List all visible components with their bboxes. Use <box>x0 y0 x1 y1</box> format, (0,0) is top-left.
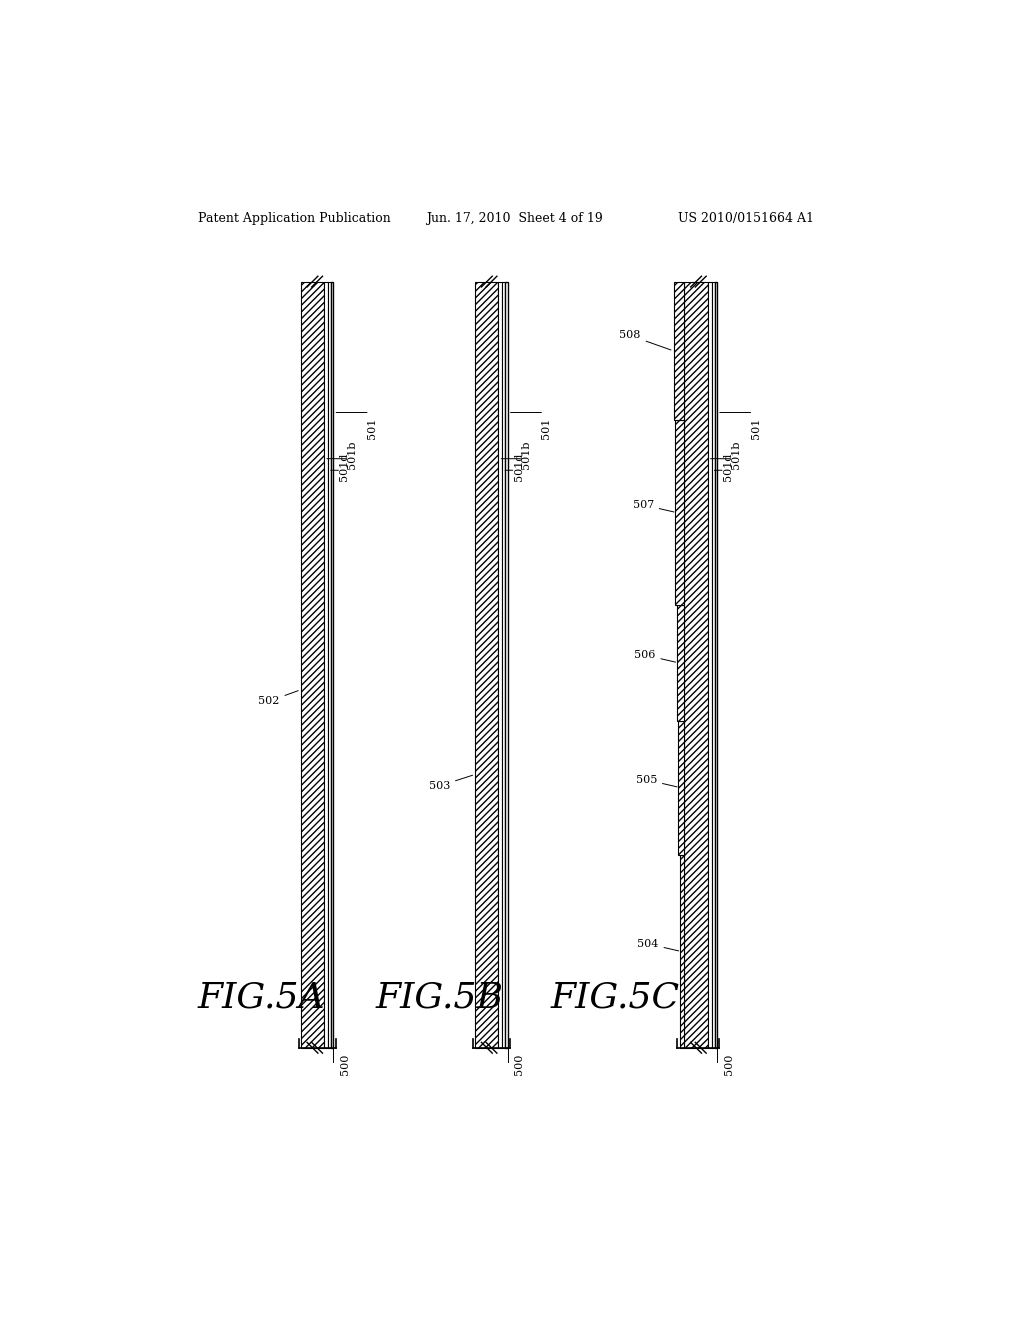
Bar <box>324 281 328 1048</box>
Text: FIG.5C: FIG.5C <box>550 981 680 1015</box>
Bar <box>678 721 684 855</box>
Bar <box>499 281 503 1048</box>
Bar <box>503 281 506 1048</box>
Text: FIG.5B: FIG.5B <box>376 981 504 1015</box>
Text: 501: 501 <box>542 417 552 438</box>
Bar <box>715 281 717 1048</box>
Text: Patent Application Publication: Patent Application Publication <box>198 213 390 224</box>
Text: 501b: 501b <box>730 441 740 469</box>
Bar <box>675 420 684 605</box>
Bar <box>328 281 331 1048</box>
Text: 505: 505 <box>636 775 677 787</box>
Text: 503: 503 <box>429 775 472 791</box>
Bar <box>708 281 712 1048</box>
Text: 501b: 501b <box>521 441 531 469</box>
Text: US 2010/0151664 A1: US 2010/0151664 A1 <box>678 213 814 224</box>
Text: 500: 500 <box>724 1053 733 1076</box>
Text: 502: 502 <box>258 690 298 706</box>
Text: 501d: 501d <box>339 453 349 480</box>
Text: 501d: 501d <box>514 453 523 480</box>
Text: 504: 504 <box>637 939 679 950</box>
Text: 508: 508 <box>620 330 671 350</box>
Bar <box>684 281 708 1048</box>
Text: FIG.5A: FIG.5A <box>198 981 326 1015</box>
Text: Jun. 17, 2010  Sheet 4 of 19: Jun. 17, 2010 Sheet 4 of 19 <box>426 213 603 224</box>
Bar <box>301 281 324 1048</box>
Bar <box>712 281 715 1048</box>
Text: 500: 500 <box>514 1053 524 1076</box>
Text: 501b: 501b <box>347 441 357 469</box>
Text: 506: 506 <box>634 649 676 663</box>
Bar <box>506 281 508 1048</box>
Bar <box>677 605 684 721</box>
Text: 501: 501 <box>751 417 761 438</box>
Bar <box>331 281 334 1048</box>
Text: 500: 500 <box>340 1053 350 1076</box>
Text: 501: 501 <box>368 417 377 438</box>
Bar <box>680 855 684 1048</box>
Text: 501d: 501d <box>723 453 733 480</box>
Text: 507: 507 <box>633 500 674 512</box>
Bar <box>475 281 499 1048</box>
Bar <box>674 281 684 420</box>
